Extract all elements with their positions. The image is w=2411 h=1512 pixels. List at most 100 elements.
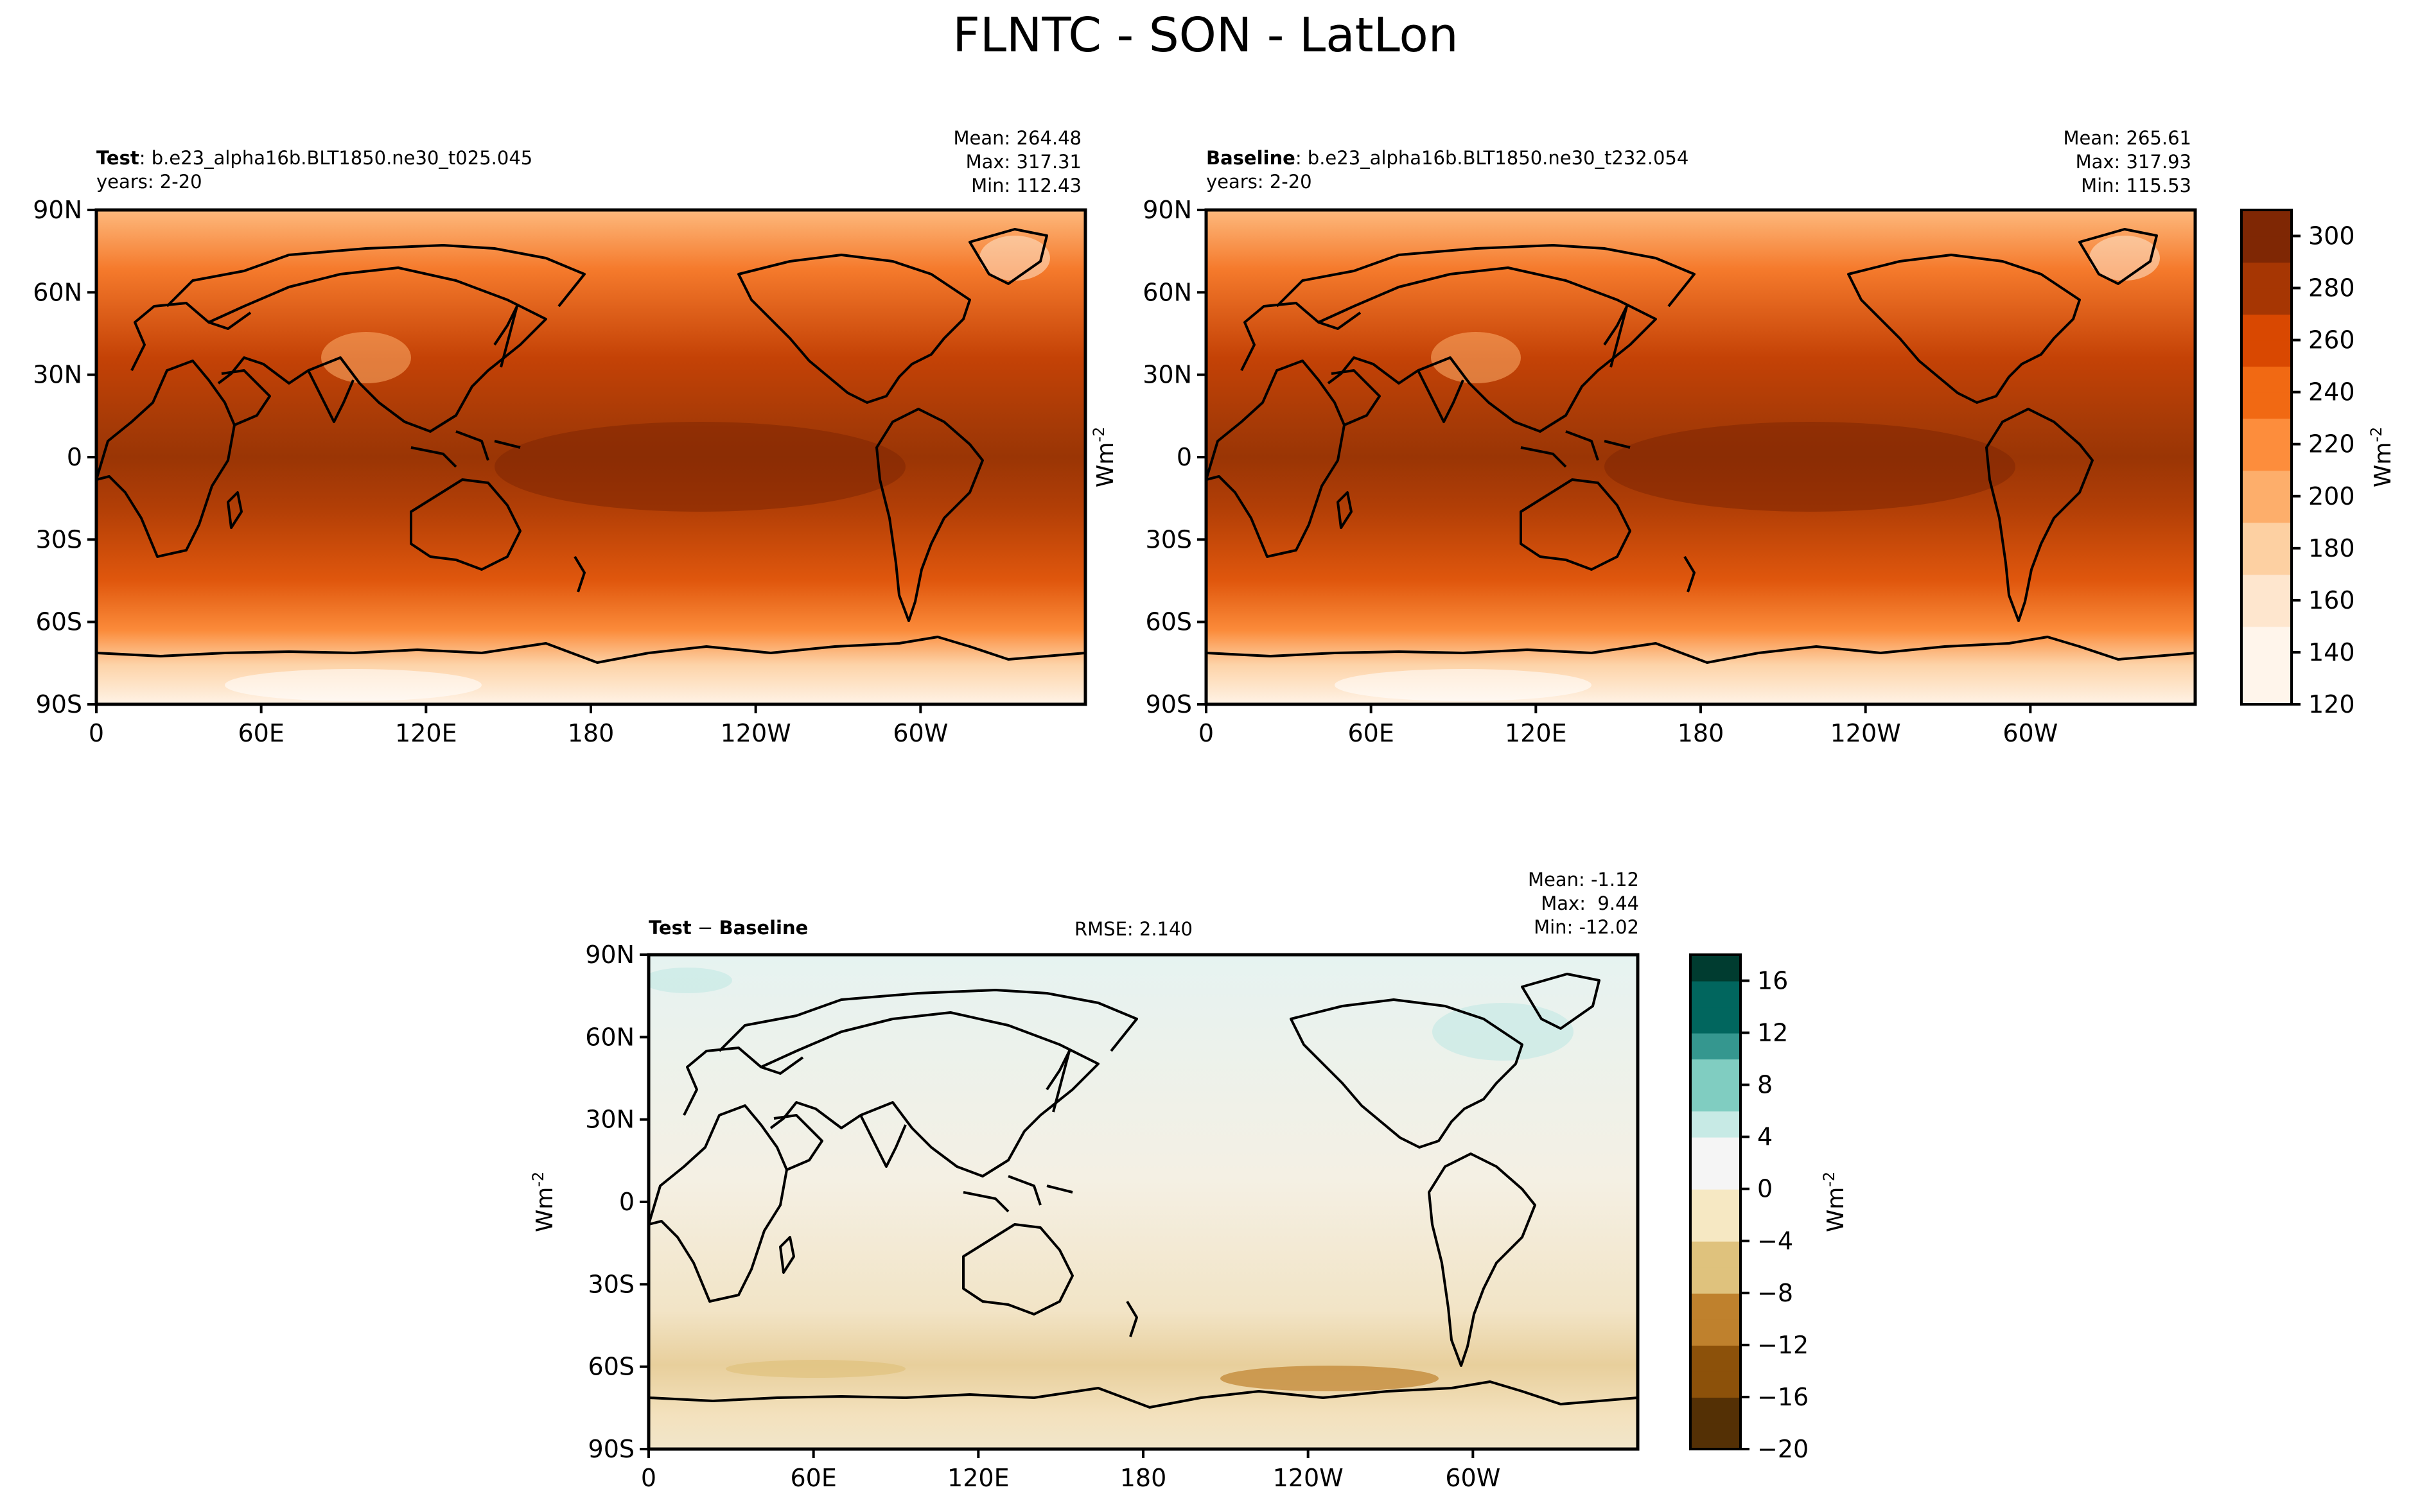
test-tibet-low — [321, 332, 411, 383]
diff-panel-header: Test − Baseline — [649, 916, 808, 940]
diff-colorbar-tick-label: 8 — [1757, 1071, 1773, 1099]
abs-colorbar-band — [2241, 470, 2292, 497]
diff-colorbar-band — [1690, 1084, 1740, 1112]
abs-colorbar-band — [2241, 210, 2292, 237]
baseline-xtick-label: 60W — [2003, 719, 2058, 747]
abs-colorbar-band — [2241, 600, 2292, 627]
diff-xtick-label: 120E — [947, 1464, 1010, 1492]
test-mean: Mean: 264.48 — [953, 127, 1082, 149]
abs-colorbar-tick-label: 140 — [2308, 638, 2355, 666]
diff-colorbar-band — [1690, 1111, 1740, 1138]
test-xtick-label: 0 — [89, 719, 104, 747]
diff-ylabel: Wm-2 — [529, 1172, 558, 1233]
abs-colorbar-tick-label: 180 — [2308, 534, 2355, 562]
diff-max: Max: 9.44 — [1541, 892, 1639, 914]
baseline-warm-pool — [1604, 422, 2015, 512]
diff-colorbar-band — [1690, 1396, 1740, 1424]
diff-colorbar-tick-label: −20 — [1757, 1435, 1809, 1463]
diff-so-negative-west — [726, 1360, 906, 1378]
baseline-y-axis: 90N 60N 30N 0 30S 60S 90S — [1143, 196, 1206, 718]
test-xtick-label: 120E — [395, 719, 457, 747]
test-ytick-label: 0 — [67, 443, 82, 471]
test-antarctic-min — [225, 669, 482, 701]
diff-ytick-label: 60S — [588, 1353, 635, 1381]
diff-ytick-label: 30N — [585, 1106, 635, 1134]
test-ytick-label: 60N — [33, 278, 82, 306]
baseline-years: years: 2-20 — [1206, 171, 1312, 193]
diff-xtick-label: 60W — [1445, 1464, 1500, 1492]
diff-colorbar-band — [1690, 1163, 1740, 1190]
abs-colorbar-band — [2241, 288, 2292, 315]
diff-label-sep: − — [691, 917, 719, 939]
diff-label-baseline: Baseline — [719, 917, 809, 939]
baseline-xtick-label: 60E — [1347, 719, 1394, 747]
test-label: Test — [96, 147, 139, 169]
diff-x-axis: 0 60E 120E 180 120W 60W — [641, 1449, 1500, 1492]
abs-colorbar-tick-label: 120 — [2308, 690, 2355, 718]
abs-colorbar-tick-label: 260 — [2308, 326, 2355, 354]
diff-colorbar-band — [1690, 1371, 1740, 1398]
test-y-axis: 90N 60N 30N 0 30S 60S 90S — [33, 196, 96, 718]
diff-ytick-label: 90S — [588, 1435, 635, 1463]
test-ytick-label: 90S — [36, 690, 82, 718]
abs-colorbar: 120 140 160 180 200 220 240 260 280 300 — [2240, 209, 2355, 718]
diff-colorbar-band — [1690, 1188, 1740, 1216]
abs-colorbar-band — [2241, 418, 2292, 445]
abs-colorbar-band — [2241, 392, 2292, 419]
baseline-xtick-label: 120W — [1830, 719, 1901, 747]
test-map-panel: 90N 60N 30N 0 30S 60S 90S 0 60E 120E 180 120W 60W — [33, 196, 1087, 747]
diff-colorbar-tick-label: −8 — [1757, 1279, 1793, 1307]
abs-colorbar-band — [2241, 652, 2292, 679]
abs-colorbar-band — [2241, 314, 2292, 341]
diff-colorbar-tick-label: −4 — [1757, 1227, 1793, 1255]
diff-colorbar-tick-label: −12 — [1757, 1331, 1809, 1359]
diff-colorbar-tick-label: −16 — [1757, 1383, 1809, 1411]
baseline-ytick-label: 60N — [1143, 278, 1192, 306]
test-xtick-label: 60E — [238, 719, 284, 747]
baseline-greenland-min — [2089, 236, 2160, 281]
test-ytick-label: 60S — [36, 608, 82, 636]
baseline-map-panel: 90N 60N 30N 0 30S 60S 90S 0 60E 120E 180 120W 60W — [1143, 196, 2197, 747]
abs-colorbar-band — [2241, 262, 2292, 289]
baseline-antarctic-min — [1335, 669, 1591, 701]
diff-colorbar-band — [1690, 1136, 1740, 1164]
baseline-ytick-label: 30S — [1146, 525, 1192, 553]
abs-colorbar-label: Wm-2 — [2367, 427, 2396, 488]
diff-colorbar-band — [1690, 1267, 1740, 1294]
abs-colorbar-band — [2241, 626, 2292, 653]
abs-colorbar-band — [2241, 340, 2292, 367]
test-stats: Mean: 264.48 Max: 317.31 Min: 112.43 — [954, 126, 1082, 198]
test-x-axis: 0 60E 120E 180 120W 60W — [89, 704, 948, 747]
diff-ytick-label: 0 — [619, 1188, 635, 1216]
baseline-ytick-label: 60S — [1146, 608, 1192, 636]
abs-colorbar-band — [2241, 548, 2292, 575]
baseline-ytick-label: 90N — [1143, 196, 1192, 224]
diff-arctic-positive-west — [649, 968, 732, 993]
test-panel-header: Test: b.e23_alpha16b.BLT1850.ne30_t025.0… — [96, 146, 532, 194]
diff-mean: Mean: -1.12 — [1527, 869, 1639, 891]
test-warm-pool — [495, 422, 906, 512]
diff-colorbar-band — [1690, 1319, 1740, 1346]
test-years: years: 2-20 — [96, 171, 202, 193]
diff-colorbar-band — [1690, 1423, 1740, 1450]
baseline-xtick-label: 0 — [1198, 719, 1214, 747]
diff-xtick-label: 120W — [1273, 1464, 1344, 1492]
baseline-ytick-label: 90S — [1146, 690, 1192, 718]
test-case-name: : b.e23_alpha16b.BLT1850.ne30_t025.045 — [139, 147, 533, 169]
diff-xtick-label: 180 — [1120, 1464, 1167, 1492]
diff-xtick-label: 0 — [641, 1464, 656, 1492]
abs-colorbar-band — [2241, 236, 2292, 263]
baseline-ylabel: Wm-2 — [1090, 427, 1119, 488]
diff-colorbar-band — [1690, 1344, 1740, 1372]
diff-colorbar-band — [1690, 1215, 1740, 1242]
baseline-xtick-label: 180 — [1678, 719, 1724, 747]
abs-colorbar-tick-label: 280 — [2308, 274, 2355, 302]
diff-stats: Mean: -1.12 Max: 9.44 Min: -12.02 — [1528, 868, 1639, 939]
test-ytick-label: 90N — [33, 196, 82, 224]
baseline-ytick-label: 30N — [1143, 361, 1192, 389]
abs-colorbar-band — [2241, 574, 2292, 601]
baseline-case-name: : b.e23_alpha16b.BLT1850.ne30_t232.054 — [1295, 147, 1689, 169]
abs-colorbar-tick-label: 160 — [2308, 586, 2355, 614]
baseline-mean: Mean: 265.61 — [2063, 127, 2191, 149]
